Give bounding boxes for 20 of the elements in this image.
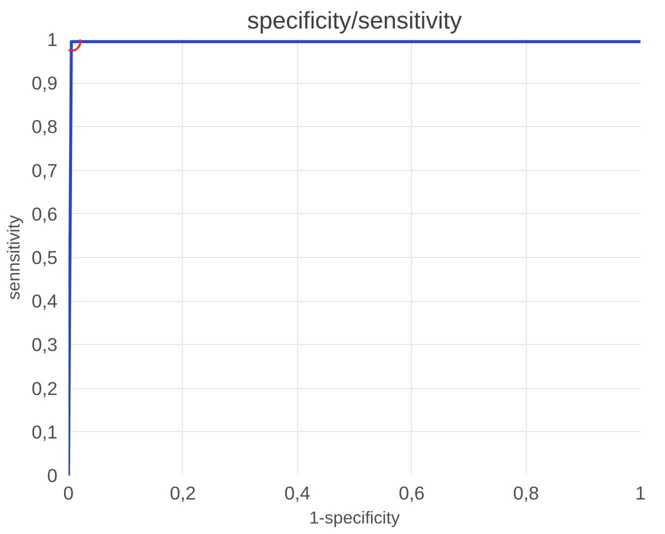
x-tick-label: 0,4: [284, 482, 310, 504]
y-tick-label: 0,4: [32, 290, 58, 312]
y-axis-title: sennsitivity: [4, 214, 24, 300]
y-tick-label: 0,5: [32, 247, 58, 268]
chart-title: specificity/sensitivity: [247, 8, 462, 34]
x-tick-label: 0,2: [170, 482, 196, 504]
x-axis-title: 1-specificity: [309, 508, 400, 528]
y-tick-label: 0,3: [32, 334, 58, 356]
y-tick-label: 0,2: [32, 378, 58, 399]
y-tick-label: 0,7: [32, 160, 58, 181]
x-tick-label: 1: [635, 482, 646, 504]
y-tick-label: 1: [47, 29, 58, 50]
y-tick-label: 0,1: [32, 421, 58, 442]
x-tick-label: 0,6: [398, 482, 425, 504]
x-tick-label: 0: [63, 482, 74, 504]
y-tick-label: 0: [47, 465, 58, 486]
x-tick-label: 0,8: [513, 482, 540, 504]
y-tick-label: 0,6: [32, 203, 58, 224]
y-tick-label: 0,8: [32, 116, 58, 138]
y-tick-label: 0,9: [32, 72, 58, 94]
